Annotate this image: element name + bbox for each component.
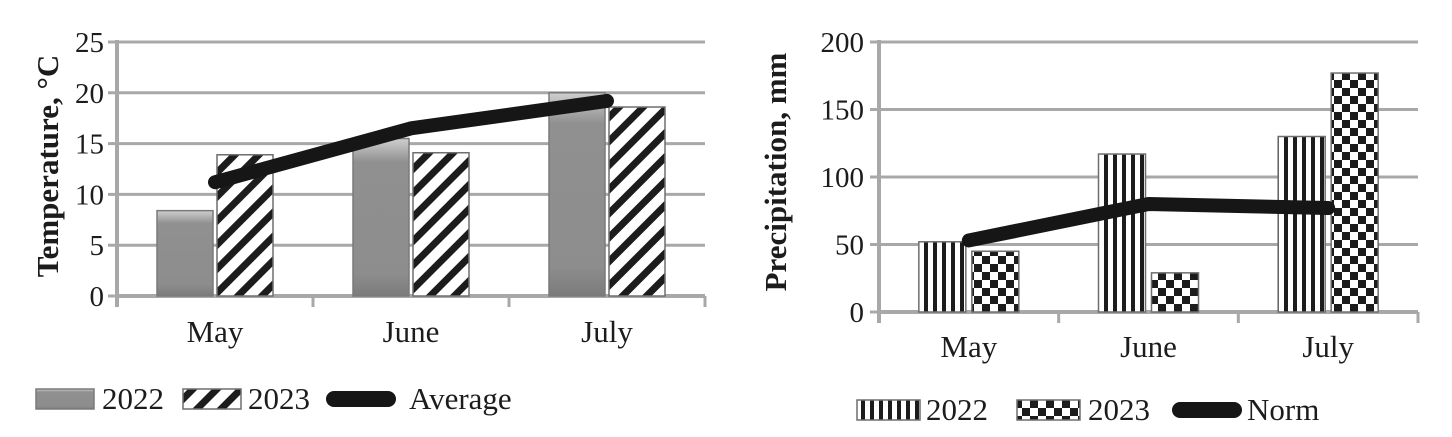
y-tick-label: 0 [850, 297, 865, 329]
y-tick-label: 25 [75, 27, 104, 59]
y-tick-label: 50 [835, 230, 864, 262]
y-tick-label: 10 [75, 179, 104, 211]
bar-2022-June [352, 137, 410, 297]
bar-2022-May [156, 209, 214, 297]
legend-label-2022: 2022 [102, 381, 164, 416]
legend-label-Norm: Norm [1247, 392, 1319, 427]
legend-swatch-2023 [182, 388, 242, 410]
line-Average [208, 93, 614, 190]
precipitation-chart-canvas: 0 50 100 150 200 Precipitation, mm May June July… [758, 27, 1420, 427]
bar-2022-July [548, 92, 606, 297]
bar-2022-July [1277, 135, 1326, 313]
legend-label-2023: 2023 [248, 381, 310, 416]
x-category-label: July [1302, 329, 1354, 364]
bar-2023-June [1150, 272, 1200, 313]
bar-2023-July [1330, 72, 1379, 313]
bar-2023-June [412, 151, 470, 297]
y-tick-label: 150 [821, 95, 865, 127]
y-axis-title: Temperature, °C [30, 55, 65, 277]
bar-2022-May [918, 241, 967, 313]
x-category-label: May [187, 314, 244, 349]
line-Norm [961, 197, 1336, 248]
bar-2023-July [608, 106, 666, 297]
x-category-label: June [1120, 329, 1177, 364]
y-tick-label: 15 [75, 129, 104, 161]
legend-label-2023: 2023 [1088, 392, 1150, 427]
precipitation-chart: 0 50 100 150 200 Precipitation, mm May June July… [726, 0, 1452, 437]
x-category-label: May [940, 329, 997, 364]
temperature-chart-canvas: 0 5 10 15 20 25 Temperature, °C May June July 2022… [30, 27, 707, 416]
x-category-label: June [383, 314, 440, 349]
legend-swatch-2023 [1016, 399, 1081, 421]
temperature-chart: 0 5 10 15 20 25 Temperature, °C May June July 2022… [30, 27, 707, 416]
x-category-label: July [581, 314, 633, 349]
legend-swatch-2022 [856, 399, 921, 421]
legend-swatch-2022 [35, 388, 95, 410]
y-tick-label: 0 [90, 281, 105, 313]
y-axis-title: Precipitation, mm [758, 52, 793, 291]
y-tick-label: 200 [821, 27, 865, 59]
y-tick-label: 5 [90, 230, 105, 262]
y-tick-label: 20 [75, 78, 104, 110]
legend-label-2022: 2022 [926, 392, 988, 427]
bar-2023-May [971, 250, 1020, 313]
y-tick-label: 100 [821, 162, 865, 194]
legend-label-Average: Average [409, 381, 512, 416]
bar-2022-June [1097, 153, 1147, 313]
